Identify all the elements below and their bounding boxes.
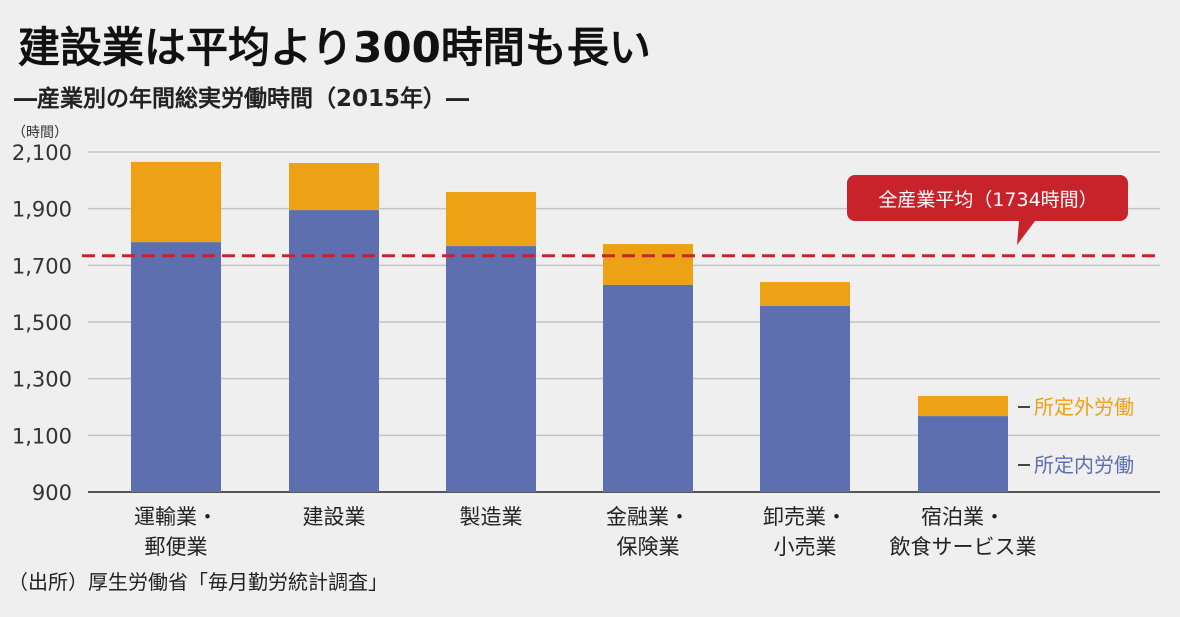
x-category-label: 卸売業・	[763, 505, 847, 529]
bar-segment-overtime	[131, 161, 221, 243]
x-category-label: 製造業	[460, 505, 523, 529]
x-axis-labels: 運輸業・郵便業 建設業 製造業 金融業・保険業 卸売業・小売業 宿泊業・飲食サービス業	[134, 505, 1037, 559]
average-callout-bubble	[847, 175, 1128, 245]
y-tick-label: 1,700	[12, 254, 72, 278]
bar-segment-scheduled	[603, 284, 693, 492]
x-category-label: 飲食サービス業	[890, 535, 1037, 559]
bar-segment-scheduled	[446, 246, 536, 492]
y-tick-label: 1,500	[12, 311, 72, 335]
bar-segment-overtime	[918, 395, 1008, 417]
bar-segment-scheduled	[131, 242, 221, 492]
y-tick-label: 2,100	[12, 141, 72, 165]
chart-title: 建設業は平均より300時間も長い	[18, 23, 651, 72]
source-note: （出所）厚生労働省「毎月勤労統計調査」	[8, 570, 388, 594]
y-tick-label: 1,300	[12, 368, 72, 392]
x-category-label: 保険業	[617, 535, 680, 559]
chart-subtitle: ―産業別の年間総実労働時間（2015年）―	[14, 85, 469, 112]
y-tick-label: 900	[32, 481, 72, 505]
bar-segment-scheduled	[918, 416, 1008, 492]
x-category-label: 郵便業	[145, 535, 208, 559]
legend-label: 所定内労働	[1034, 453, 1134, 477]
x-category-label: 金融業・	[606, 505, 690, 529]
x-category-label: 運輸業・	[134, 505, 218, 529]
y-tick-label: 1,900	[12, 198, 72, 222]
y-axis-label: （時間）	[12, 125, 68, 141]
x-category-label: 小売業	[774, 535, 837, 559]
y-tick-label: 1,100	[12, 424, 72, 448]
average-reference: 全産業平均（1734時間）	[82, 175, 1160, 258]
average-callout-label: 全産業平均（1734時間）	[878, 189, 1097, 211]
legend-label: 所定外労働	[1034, 395, 1134, 419]
bar-segment-overtime	[760, 282, 850, 306]
x-category-label: 建設業	[303, 505, 366, 529]
bar-segment-overtime	[603, 244, 693, 285]
bar-segment-overtime	[289, 163, 379, 211]
bar-segment-scheduled	[760, 305, 850, 492]
bars	[131, 161, 1008, 493]
bar-segment-scheduled	[289, 210, 379, 493]
bar-segment-overtime	[446, 191, 536, 247]
x-category-label: 宿泊業・	[921, 505, 1005, 529]
